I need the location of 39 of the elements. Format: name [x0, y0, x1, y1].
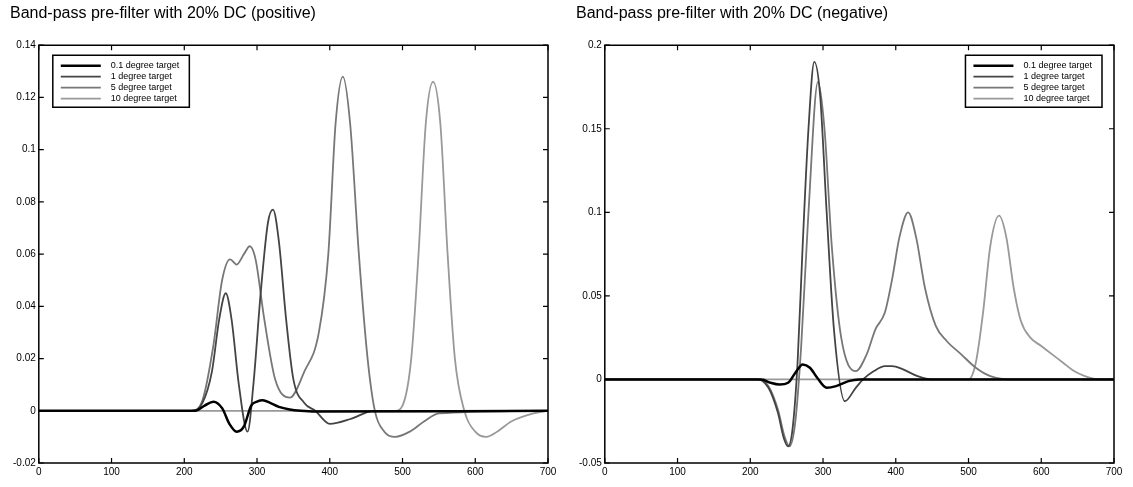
legend-label: 10 degree target: [1023, 93, 1090, 104]
legend-label: 1 degree target: [110, 71, 173, 82]
x-tick-label: 100: [103, 465, 121, 477]
x-tick-label: 300: [814, 465, 832, 477]
chart-title: Band-pass pre-filter with 20% DC (positive): [10, 4, 316, 22]
y-tick-label: 0.12: [16, 91, 37, 103]
x-tick-label: 200: [175, 465, 194, 477]
x-tick-label: 600: [1032, 465, 1051, 477]
x-tick-label: 300: [248, 465, 266, 477]
y-tick-label: -0.05: [579, 456, 603, 468]
legend-label: 0.1 degree target: [110, 60, 180, 71]
chart-title: Band-pass pre-filter with 20% DC (negative): [576, 4, 889, 22]
legend-label: 10 degree target: [110, 93, 178, 104]
y-tick-label: 0.15: [582, 122, 603, 134]
y-tick-label: 0: [596, 373, 603, 385]
legend-label: 5 degree target: [110, 82, 173, 93]
x-tick-label: 700: [539, 465, 557, 477]
y-tick-label: 0.04: [16, 300, 37, 312]
y-tick-label: -0.02: [13, 456, 37, 468]
y-tick-label: 0.08: [16, 195, 37, 207]
legend-label: 1 degree target: [1023, 71, 1085, 82]
x-tick-label: 500: [394, 465, 412, 477]
x-tick-label: 200: [741, 465, 760, 477]
y-tick-label: 0.14: [16, 38, 37, 50]
x-tick-label: 400: [321, 465, 339, 477]
x-tick-label: 500: [960, 465, 978, 477]
legend-label: 0.1 degree target: [1023, 60, 1093, 71]
legend-label: 5 degree target: [1023, 82, 1085, 93]
y-tick-label: 0.1: [587, 206, 603, 218]
x-tick-label: 100: [669, 465, 687, 477]
y-tick-label: 0.02: [16, 352, 37, 364]
y-tick-label: 0.2: [587, 38, 603, 50]
x-tick-label: 400: [887, 465, 905, 477]
x-tick-label: 600: [466, 465, 485, 477]
y-tick-label: 0.05: [582, 289, 603, 301]
y-tick-label: 0: [30, 404, 37, 416]
y-tick-label: 0.1: [21, 143, 37, 155]
y-tick-label: 0.06: [16, 247, 37, 259]
x-tick-label: 700: [1105, 465, 1123, 477]
